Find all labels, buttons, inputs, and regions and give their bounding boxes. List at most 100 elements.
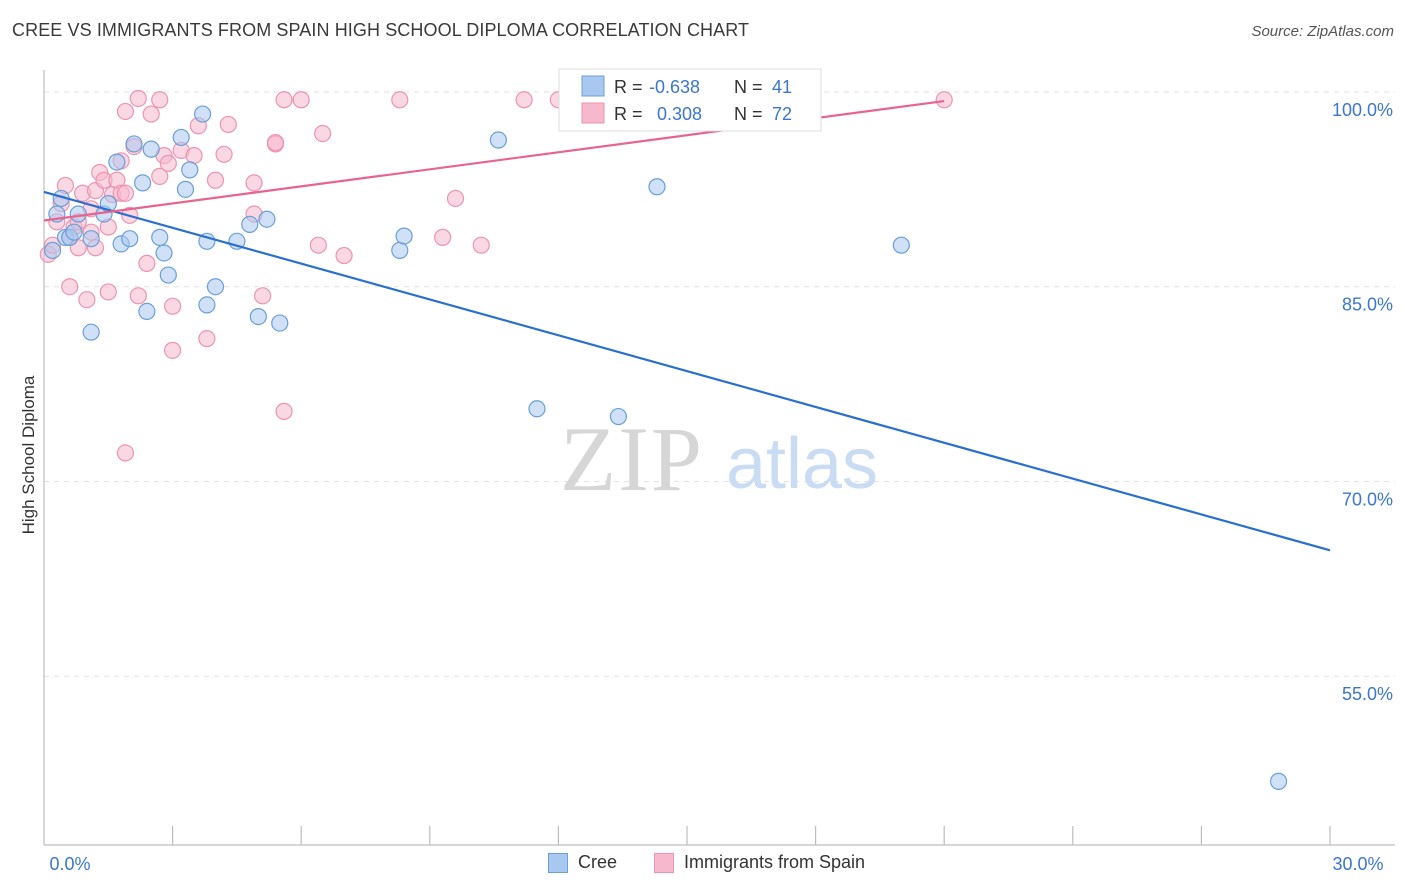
spain-point xyxy=(254,287,272,305)
bottom-legend-spain: Immigrants from Spain xyxy=(654,852,865,873)
spain-point xyxy=(151,91,169,109)
cree-point xyxy=(172,128,190,147)
spain-point xyxy=(164,341,182,359)
y-tick-labels: 100.0% 85.0% 70.0% 55.0% xyxy=(1332,100,1393,704)
cree-point xyxy=(528,400,546,418)
y-tick-label-85: 85.0% xyxy=(1342,295,1393,315)
y-tick-label-70: 70.0% xyxy=(1342,489,1393,509)
spain-point xyxy=(935,91,953,109)
spain-point xyxy=(129,287,147,305)
spain-point xyxy=(78,291,96,309)
spain-point xyxy=(275,91,293,109)
cree-point xyxy=(176,180,195,198)
spain-point xyxy=(61,278,79,296)
spain-point xyxy=(275,402,293,420)
cree-point xyxy=(151,228,169,246)
axes xyxy=(43,70,1395,846)
legend-cree-swatch xyxy=(581,75,605,97)
spain-point xyxy=(245,174,263,192)
cree-point xyxy=(249,307,267,326)
source-label: Source: ZipAtlas.com xyxy=(1251,23,1394,40)
y-tick-label-100: 100.0% xyxy=(1332,100,1393,120)
spain-point xyxy=(434,228,452,246)
cree-point xyxy=(198,296,216,314)
cree-point xyxy=(121,230,139,248)
bottom-legend-cree-label: Cree xyxy=(578,852,618,872)
correlation-legend: R = -0.638 N = 41 R = 0.308 N = 72 xyxy=(558,68,822,132)
chart-title: CREE VS IMMIGRANTS FROM SPAIN HIGH SCHOO… xyxy=(12,20,750,40)
spain-point xyxy=(129,89,147,108)
cree-trend-line xyxy=(43,190,1331,552)
cree-point xyxy=(258,210,276,228)
spain-point xyxy=(309,236,327,254)
cree-point xyxy=(395,227,413,245)
spain-point xyxy=(116,444,135,462)
bottom-legend-spain-swatch xyxy=(654,852,674,873)
legend-spain-n-label: N = xyxy=(734,104,763,124)
spain-point xyxy=(515,91,533,109)
bottom-legend-cree: Cree xyxy=(548,852,617,873)
y-tick-label-55: 55.0% xyxy=(1342,684,1393,704)
spain-point xyxy=(185,147,203,165)
spain-point xyxy=(142,105,160,123)
cree-point xyxy=(489,131,507,149)
spain-point xyxy=(138,254,156,272)
bottom-legend: Cree Immigrants from Spain xyxy=(0,852,1406,878)
spain-point xyxy=(151,167,169,185)
cree-point xyxy=(82,230,100,248)
spain-point xyxy=(206,171,225,189)
cree-point xyxy=(609,407,628,426)
spain-point xyxy=(472,236,490,254)
y-axis-label: High School Diploma xyxy=(19,375,38,534)
cree-point xyxy=(142,140,160,158)
x-tick-label-max: 30.0% xyxy=(1332,854,1383,874)
legend-cree-r-value: -0.638 xyxy=(649,77,700,97)
bottom-legend-spain-label: Immigrants from Spain xyxy=(684,852,866,872)
spain-point xyxy=(314,124,332,143)
cree-point xyxy=(43,241,62,259)
legend-spain-n-value: 72 xyxy=(772,104,792,124)
watermark: ZIP atlas xyxy=(560,408,878,510)
cree-point xyxy=(159,266,177,284)
cree-point xyxy=(155,244,173,262)
spain-point xyxy=(116,184,135,202)
spain-point xyxy=(116,102,135,121)
spain-point xyxy=(446,189,465,208)
legend-cree-n-value: 41 xyxy=(772,77,792,97)
watermark-atlas: atlas xyxy=(726,424,878,504)
cree-point xyxy=(138,302,156,320)
cree-point xyxy=(391,241,409,259)
spain-point xyxy=(164,297,182,315)
cree-point xyxy=(194,105,212,123)
legend-spain-r-value: 0.308 xyxy=(657,104,702,124)
x-axis-ticks xyxy=(172,826,1331,845)
legend-spain-r-label: R = xyxy=(614,104,643,124)
cree-point xyxy=(1269,772,1288,790)
legend-cree-n-label: N = xyxy=(734,77,763,97)
series-cree-points xyxy=(43,105,1288,790)
x-tick-label-min: 0.0% xyxy=(49,854,90,874)
legend-spain-swatch xyxy=(581,102,605,124)
cree-point xyxy=(892,236,910,254)
legend-cree-r-label: R = xyxy=(614,77,643,97)
cree-point xyxy=(241,215,259,234)
cree-point xyxy=(69,205,87,223)
spain-point xyxy=(335,246,353,265)
cree-point xyxy=(65,223,83,241)
bottom-legend-cree-swatch xyxy=(548,852,568,873)
cree-point xyxy=(82,323,100,341)
spain-point xyxy=(266,134,285,152)
watermark-zip: ZIP xyxy=(560,408,704,510)
spain-point xyxy=(391,91,409,109)
cree-point xyxy=(181,161,199,179)
spain-point xyxy=(159,154,177,172)
cree-point xyxy=(133,174,152,192)
spain-point xyxy=(198,330,216,348)
cree-point xyxy=(108,153,126,171)
cree-point xyxy=(125,135,143,153)
spain-point xyxy=(99,283,117,301)
cree-point xyxy=(648,178,666,196)
spain-point xyxy=(219,115,237,134)
cree-point xyxy=(206,278,225,296)
